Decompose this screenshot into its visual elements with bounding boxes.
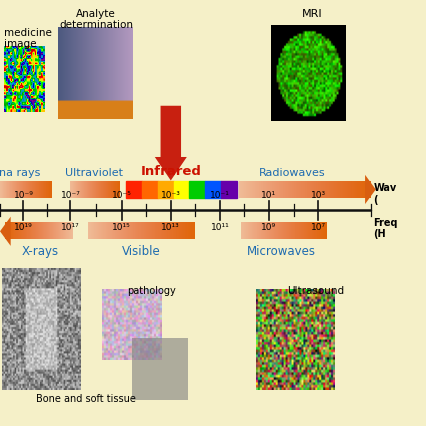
Text: Analyte
determination: Analyte determination <box>59 9 133 30</box>
Text: Visible: Visible <box>121 244 160 257</box>
Text: na rays: na rays <box>0 168 40 178</box>
Text: MRI: MRI <box>301 9 321 18</box>
Text: Bone and soft tissue: Bone and soft tissue <box>36 393 136 403</box>
Text: 10¹⁷: 10¹⁷ <box>61 222 80 231</box>
Text: 10¹⁹: 10¹⁹ <box>14 222 33 231</box>
FancyArrow shape <box>0 217 11 246</box>
FancyArrow shape <box>155 106 187 181</box>
Text: Infrared: Infrared <box>140 165 201 178</box>
Text: 10¹⁵: 10¹⁵ <box>112 222 131 231</box>
Bar <box>157 182 173 198</box>
Text: 10⁻⁷: 10⁻⁷ <box>60 190 80 199</box>
FancyArrow shape <box>364 176 375 204</box>
Text: Freq
(H: Freq (H <box>373 217 397 239</box>
Bar <box>141 182 157 198</box>
Text: 10⁻³: 10⁻³ <box>161 190 180 199</box>
Bar <box>205 182 221 198</box>
Text: Radiowaves: Radiowaves <box>259 168 325 178</box>
Bar <box>173 182 189 198</box>
Text: Microwaves: Microwaves <box>247 244 316 257</box>
Text: X-rays: X-rays <box>22 244 59 257</box>
Text: Wav
(: Wav ( <box>373 183 396 204</box>
Bar <box>221 182 236 198</box>
Bar <box>189 182 205 198</box>
Text: Ultrasound: Ultrasound <box>287 285 344 295</box>
Text: 10⁹: 10⁹ <box>261 222 276 231</box>
Text: 10⁷: 10⁷ <box>310 222 325 231</box>
Bar <box>126 182 141 198</box>
Text: 10¹: 10¹ <box>261 190 276 199</box>
Text: pathology: pathology <box>127 285 176 295</box>
Text: 10³: 10³ <box>310 190 325 199</box>
Text: Ultraviolet: Ultraviolet <box>65 168 123 178</box>
Text: 10¹³: 10¹³ <box>161 222 180 231</box>
Text: 10⁻⁹: 10⁻⁹ <box>14 190 33 199</box>
Text: medicine
image: medicine image <box>4 28 52 49</box>
Text: 10⁻⁵: 10⁻⁵ <box>112 190 131 199</box>
Text: 10¹¹: 10¹¹ <box>210 222 229 231</box>
Text: 10⁻¹: 10⁻¹ <box>210 190 229 199</box>
